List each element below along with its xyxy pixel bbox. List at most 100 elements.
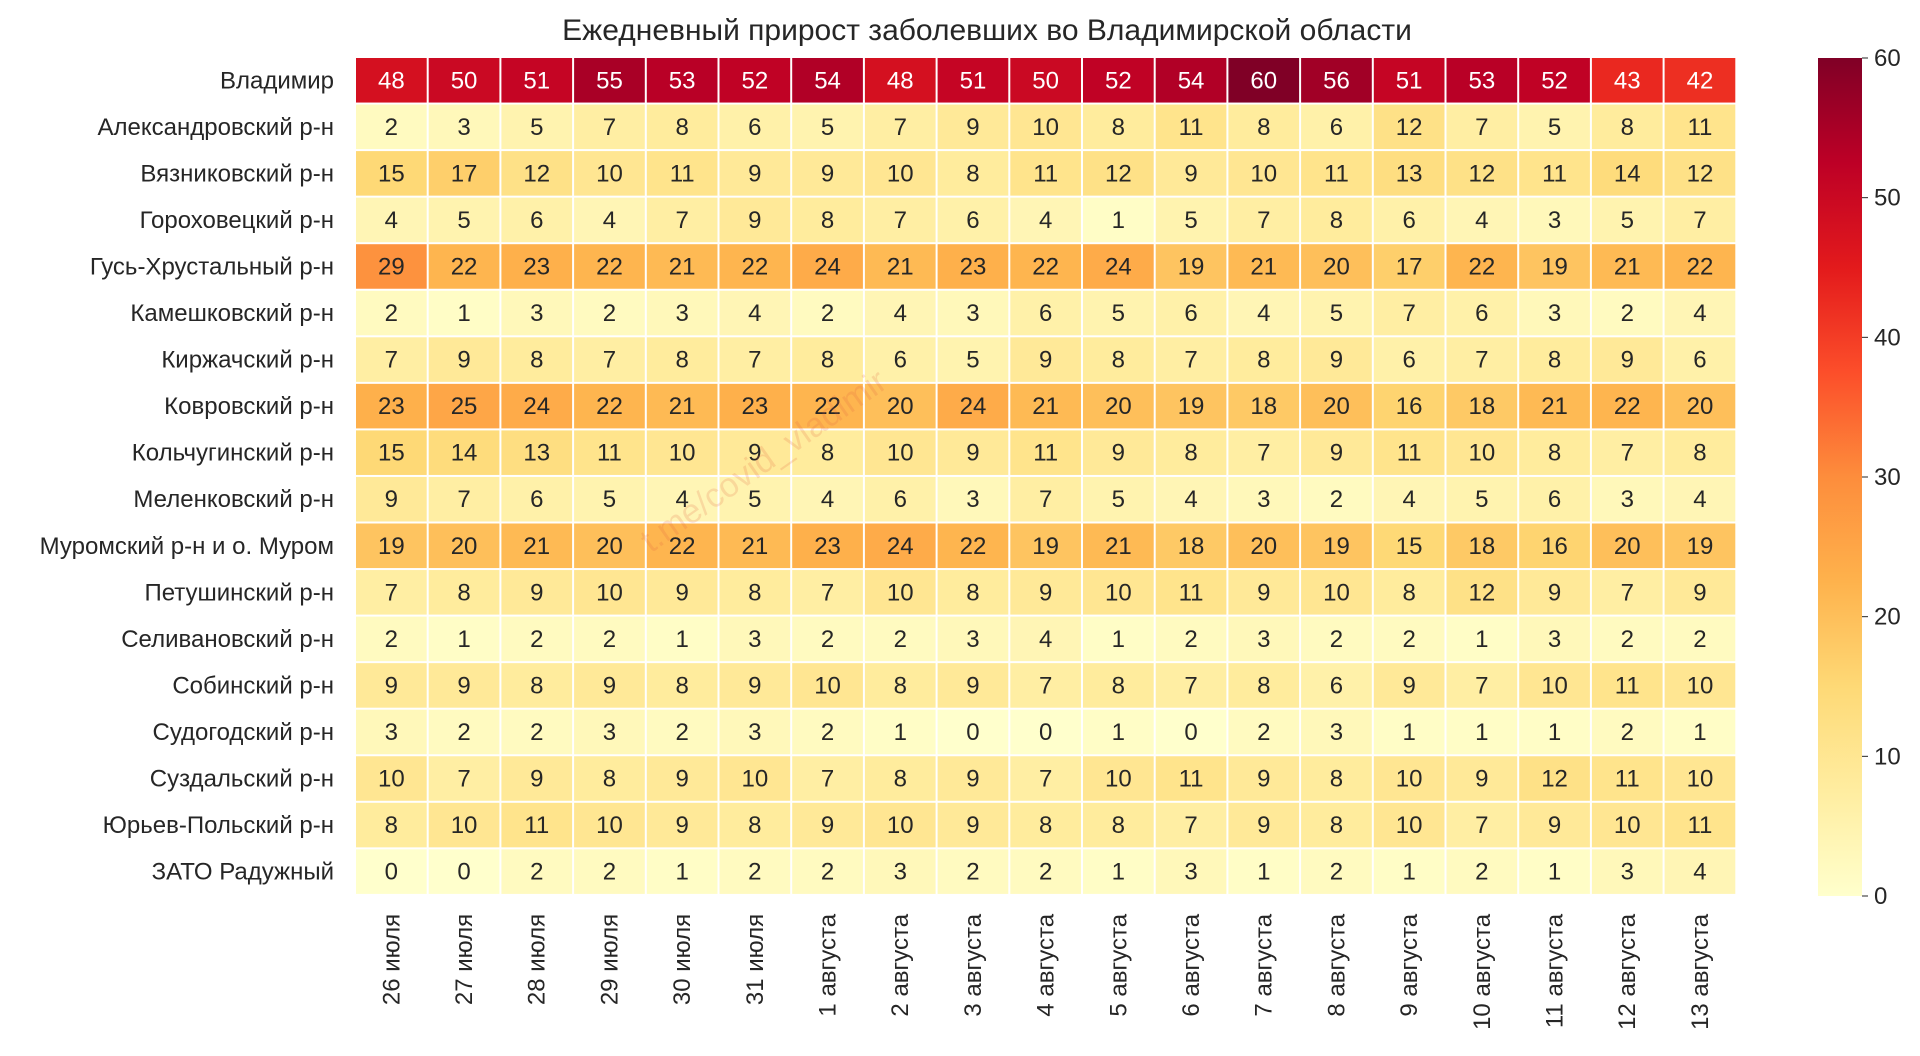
row-label: Гороховецкий р-н — [140, 207, 334, 234]
heatmap-cell — [356, 802, 427, 848]
cell-value: 7 — [894, 114, 907, 141]
heatmap-cell — [1010, 337, 1081, 382]
heatmap-cell — [864, 616, 936, 662]
heatmap-cell — [501, 197, 573, 243]
cell-value: 4 — [748, 300, 761, 327]
cell-value: 6 — [530, 486, 543, 513]
heatmap-cell — [1155, 570, 1227, 615]
heatmap-cell — [1519, 523, 1590, 569]
row-label: Киржачский р-н — [161, 347, 334, 374]
heatmap-cell — [719, 756, 791, 801]
cell-value: 1 — [675, 626, 688, 653]
heatmap-cell — [574, 616, 645, 662]
cell-value: 11 — [1179, 579, 1204, 606]
heatmap-cell — [574, 244, 645, 289]
cell-value: 23 — [523, 253, 550, 280]
cell-value: 11 — [1615, 766, 1640, 793]
cell-value: 25 — [451, 393, 478, 420]
cell-value: 55 — [596, 67, 623, 94]
cell-value: 8 — [603, 766, 616, 793]
heatmap-cell — [1155, 663, 1227, 708]
cell-value: 50 — [1032, 67, 1059, 94]
cell-value: 9 — [1184, 160, 1197, 187]
cell-value: 2 — [1257, 719, 1270, 746]
cell-value: 6 — [894, 347, 907, 374]
heatmap-cell — [1228, 802, 1300, 848]
row-label: Камешковский р-н — [130, 300, 334, 327]
heatmap-cell — [1301, 197, 1372, 243]
cell-value: 8 — [894, 766, 907, 793]
heatmap-cell — [356, 570, 427, 615]
heatmap-cell — [1301, 430, 1372, 475]
heatmap-cell — [1301, 476, 1372, 522]
cell-value: 19 — [1687, 533, 1714, 560]
heatmap-cell — [1083, 616, 1154, 662]
colorbar-tick-label: 0 — [1874, 883, 1887, 910]
heatmap-cell — [719, 523, 791, 569]
heatmap-cell — [792, 151, 863, 196]
cell-value: 48 — [378, 67, 405, 94]
cell-value: 5 — [1112, 486, 1125, 513]
heatmap-cell — [574, 197, 645, 243]
heatmap-cell — [646, 756, 718, 801]
cell-value: 7 — [1257, 207, 1270, 234]
cell-value: 8 — [530, 347, 543, 374]
heatmap-cell — [428, 151, 500, 196]
heatmap-cell — [1228, 104, 1300, 150]
cell-value: 2 — [603, 626, 616, 653]
cell-value: 2 — [1402, 626, 1415, 653]
heatmap-cell — [1664, 197, 1736, 243]
heatmap-cell — [1591, 104, 1663, 150]
cell-value: 8 — [1330, 812, 1343, 839]
cell-value: 10 — [596, 812, 623, 839]
heatmap-cell — [1446, 337, 1518, 382]
heatmap-cell — [574, 802, 645, 848]
cell-value: 15 — [378, 440, 405, 467]
cell-value: 16 — [1541, 533, 1568, 560]
cell-value: 5 — [1184, 207, 1197, 234]
cell-value: 54 — [814, 67, 841, 94]
cell-value: 4 — [1402, 486, 1415, 513]
cell-value: 8 — [1402, 579, 1415, 606]
cell-value: 7 — [1475, 672, 1488, 699]
heatmap-cell — [1446, 383, 1518, 429]
heatmap-cell — [864, 663, 936, 708]
colorbar: 0 10 20 30 40 50 60 — [1818, 45, 1901, 910]
heatmap-cell — [1519, 244, 1590, 289]
cell-value: 4 — [1475, 207, 1488, 234]
cell-value: 3 — [385, 719, 398, 746]
heatmap-cell — [864, 383, 936, 429]
cell-value: 8 — [748, 812, 761, 839]
cell-value: 1 — [1548, 719, 1561, 746]
cell-value: 11 — [1324, 160, 1349, 187]
heatmap-cell — [1373, 523, 1445, 569]
cell-value: 3 — [1330, 719, 1343, 746]
heatmap-cell — [1301, 849, 1372, 894]
heatmap-cell — [719, 430, 791, 475]
heatmap-cell — [501, 104, 573, 150]
cell-value: 9 — [821, 160, 834, 187]
cell-value: 23 — [960, 253, 987, 280]
cell-value: 9 — [675, 812, 688, 839]
cell-value: 8 — [1257, 347, 1270, 374]
cell-value: 24 — [887, 533, 914, 560]
cell-value: 29 — [378, 253, 405, 280]
cell-value: 2 — [603, 859, 616, 886]
heatmap-cell — [719, 802, 791, 848]
column-label: 5 августа — [1105, 913, 1132, 1016]
cell-value: 8 — [1112, 347, 1125, 374]
heatmap-cell — [1446, 104, 1518, 150]
heatmap-cell — [1591, 290, 1663, 336]
cell-value: 42 — [1687, 67, 1714, 94]
cell-value: 14 — [451, 440, 478, 467]
cell-value: 4 — [1693, 859, 1706, 886]
heatmap-cell — [428, 849, 500, 894]
cell-value: 11 — [1687, 114, 1712, 141]
cell-value: 1 — [1112, 719, 1125, 746]
cell-value: 2 — [821, 859, 834, 886]
heatmap-cell — [1010, 476, 1081, 522]
heatmap-cell — [1664, 709, 1736, 755]
cell-value: 11 — [1033, 440, 1058, 467]
cell-value: 2 — [1330, 626, 1343, 653]
